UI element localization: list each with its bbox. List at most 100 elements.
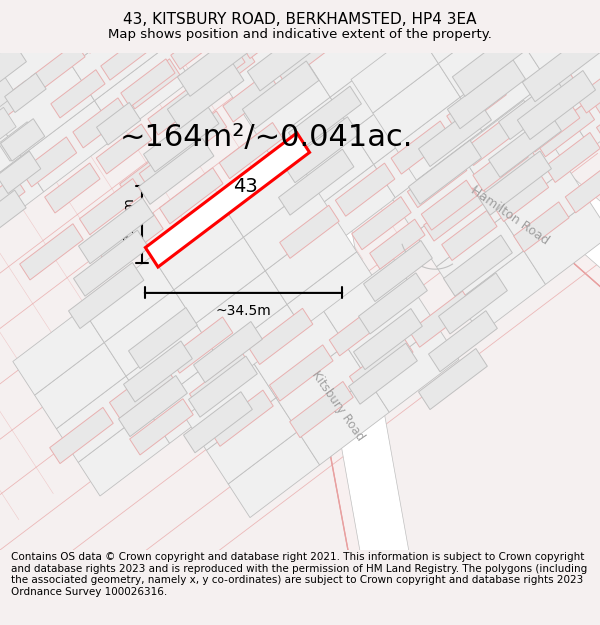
Polygon shape	[96, 124, 152, 174]
Polygon shape	[244, 184, 335, 271]
Polygon shape	[269, 345, 333, 401]
Polygon shape	[395, 97, 482, 180]
Polygon shape	[0, 30, 71, 121]
Polygon shape	[44, 163, 100, 213]
Polygon shape	[324, 259, 415, 345]
Polygon shape	[419, 102, 491, 166]
Text: 43: 43	[233, 177, 258, 196]
Polygon shape	[330, 48, 418, 131]
Polygon shape	[174, 237, 265, 323]
Polygon shape	[353, 309, 422, 369]
Polygon shape	[473, 141, 528, 191]
Polygon shape	[488, 113, 562, 178]
Polygon shape	[287, 0, 374, 64]
Polygon shape	[493, 171, 548, 221]
Polygon shape	[73, 98, 128, 148]
Polygon shape	[346, 292, 437, 379]
Polygon shape	[596, 93, 600, 143]
Polygon shape	[219, 122, 283, 179]
Polygon shape	[95, 45, 191, 136]
Polygon shape	[505, 16, 592, 99]
Polygon shape	[209, 390, 273, 446]
Polygon shape	[0, 121, 21, 212]
Polygon shape	[20, 224, 83, 280]
Polygon shape	[367, 326, 459, 412]
Polygon shape	[278, 149, 354, 215]
Polygon shape	[479, 146, 539, 199]
Polygon shape	[0, 156, 44, 248]
Polygon shape	[395, 0, 483, 81]
Polygon shape	[100, 213, 163, 269]
Polygon shape	[447, 79, 506, 132]
Polygon shape	[184, 392, 253, 452]
Polygon shape	[266, 16, 413, 588]
Polygon shape	[308, 164, 395, 248]
Polygon shape	[364, 241, 433, 301]
Polygon shape	[448, 60, 526, 129]
Polygon shape	[13, 309, 104, 395]
Text: Kitsbury Road: Kitsbury Road	[309, 369, 367, 444]
Polygon shape	[439, 273, 508, 334]
Polygon shape	[443, 235, 512, 296]
Polygon shape	[0, 190, 26, 231]
Polygon shape	[101, 32, 155, 80]
Polygon shape	[352, 0, 439, 14]
Polygon shape	[82, 256, 174, 343]
Polygon shape	[241, 10, 295, 59]
Polygon shape	[482, 0, 569, 14]
Polygon shape	[523, 32, 600, 102]
Polygon shape	[416, 131, 504, 214]
Polygon shape	[393, 150, 480, 233]
Polygon shape	[0, 176, 25, 226]
Polygon shape	[265, 218, 357, 304]
Polygon shape	[121, 59, 175, 107]
Polygon shape	[359, 273, 427, 334]
Polygon shape	[416, 0, 504, 64]
Polygon shape	[370, 219, 425, 269]
Text: Hamilton Road: Hamilton Road	[469, 183, 551, 247]
Polygon shape	[253, 26, 407, 578]
Polygon shape	[0, 122, 38, 161]
Polygon shape	[308, 14, 395, 97]
Polygon shape	[228, 431, 320, 518]
Polygon shape	[171, 21, 225, 69]
Polygon shape	[217, 304, 309, 391]
Polygon shape	[0, 81, 35, 129]
Polygon shape	[190, 354, 253, 410]
Polygon shape	[334, 11, 600, 290]
Polygon shape	[284, 117, 359, 182]
Polygon shape	[148, 357, 239, 443]
Polygon shape	[1, 119, 45, 161]
Polygon shape	[458, 101, 545, 184]
Polygon shape	[329, 299, 393, 356]
Polygon shape	[286, 131, 374, 214]
Polygon shape	[109, 362, 173, 418]
Polygon shape	[21, 101, 118, 192]
Polygon shape	[196, 271, 287, 357]
Polygon shape	[0, 0, 26, 50]
Polygon shape	[428, 311, 497, 372]
Polygon shape	[79, 198, 154, 264]
Polygon shape	[415, 184, 502, 267]
Polygon shape	[0, 65, 95, 156]
Polygon shape	[265, 97, 352, 180]
Polygon shape	[407, 154, 467, 208]
Polygon shape	[479, 151, 551, 215]
Polygon shape	[0, 107, 16, 151]
Polygon shape	[97, 102, 141, 145]
Polygon shape	[0, 151, 41, 194]
Polygon shape	[0, 42, 26, 88]
Polygon shape	[185, 364, 276, 451]
Polygon shape	[249, 308, 313, 364]
Polygon shape	[576, 63, 600, 113]
Text: 43, KITSBURY ROAD, BERKHAMSTED, HP4 3EA: 43, KITSBURY ROAD, BERKHAMSTED, HP4 3EA	[123, 12, 477, 27]
Polygon shape	[145, 133, 310, 267]
Polygon shape	[119, 150, 175, 200]
Polygon shape	[222, 151, 313, 237]
Polygon shape	[460, 48, 547, 131]
Polygon shape	[126, 323, 217, 410]
Polygon shape	[221, 0, 275, 31]
Polygon shape	[409, 140, 481, 204]
Polygon shape	[49, 0, 145, 65]
Polygon shape	[78, 410, 170, 496]
